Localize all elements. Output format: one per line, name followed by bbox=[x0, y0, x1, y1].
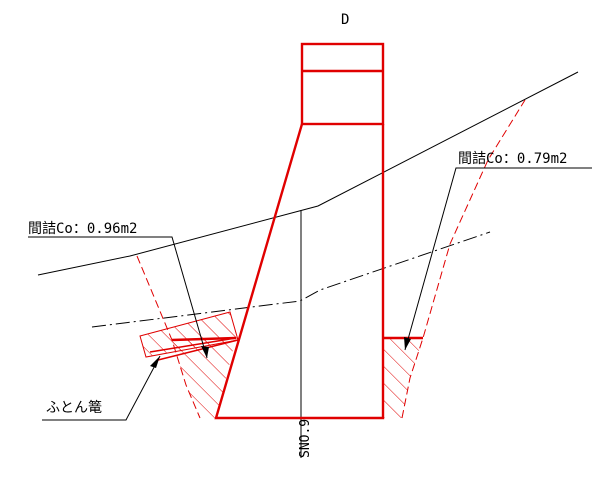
existing-ground-line bbox=[37, 71, 579, 276]
wall-crest bbox=[300, 42, 385, 126]
wall-left-ledge bbox=[171, 336, 237, 342]
section-label: D bbox=[341, 12, 349, 28]
excavation-left bbox=[136, 255, 201, 419]
right-infill-hatch bbox=[383, 338, 423, 418]
excavation-right bbox=[401, 99, 526, 419]
callout-gabion: ふとん篭 bbox=[42, 355, 161, 421]
callout-gabion-text: ふとん篭 bbox=[46, 399, 102, 416]
wall-structure bbox=[171, 42, 423, 420]
callout-left: 間詰Co：0.96m2 bbox=[28, 221, 209, 359]
gabion-edge bbox=[149, 337, 237, 353]
left-infill-hatch bbox=[172, 338, 236, 418]
planned-line bbox=[91, 231, 491, 328]
callout-right: 間詰Co：0.79m2 bbox=[404, 151, 592, 351]
station-label: SNO.9 bbox=[298, 419, 313, 458]
gabion-edge bbox=[157, 339, 239, 361]
wall-body bbox=[214, 123, 385, 420]
callout-left-text: 間詰Co：0.96m2 bbox=[28, 221, 137, 237]
callout-right-text: 間詰Co：0.79m2 bbox=[458, 151, 567, 167]
